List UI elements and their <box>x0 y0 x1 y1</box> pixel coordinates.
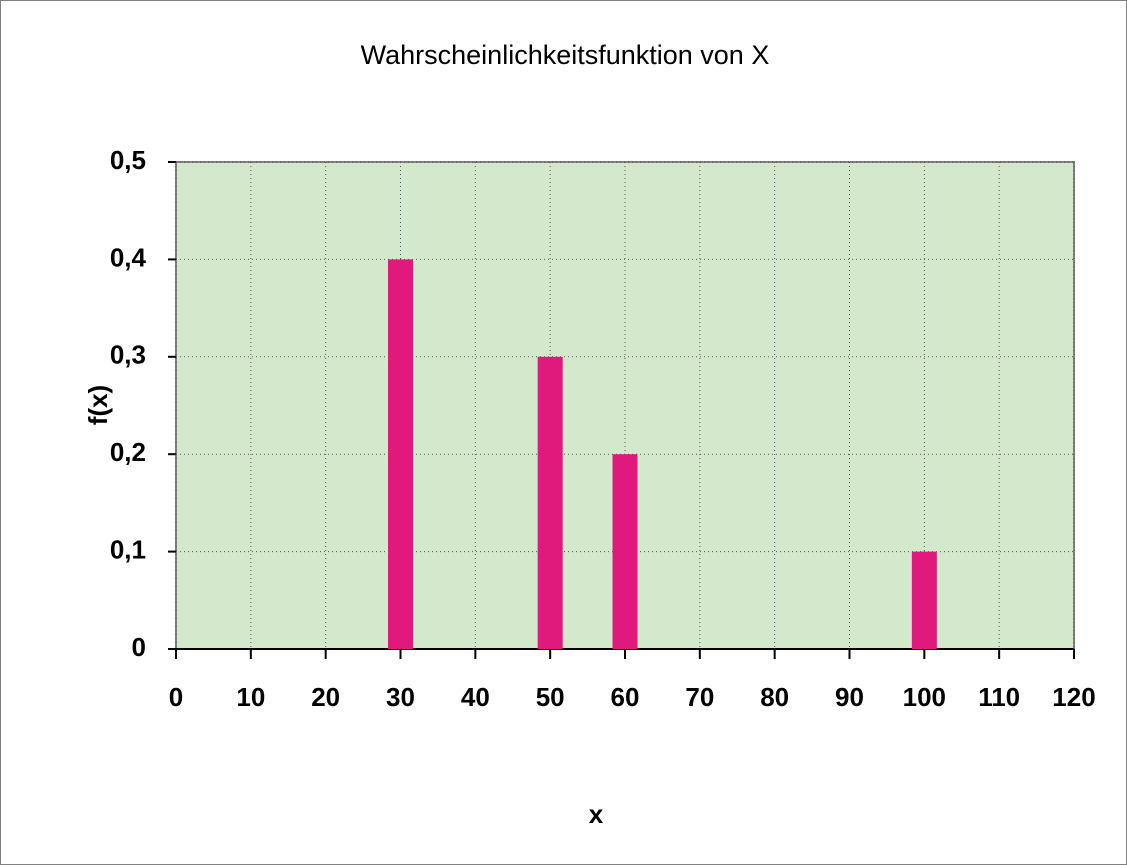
y-tick-label: 0,4 <box>110 242 147 272</box>
x-axis-label: x <box>589 799 604 829</box>
x-tick-label: 30 <box>386 682 415 712</box>
x-tick-label: 100 <box>903 682 946 712</box>
y-tick-label: 0 <box>132 632 146 662</box>
bar <box>911 551 937 649</box>
chart-title: Wahrscheinlichkeitsfunktion von X <box>361 40 770 70</box>
x-tick-label: 20 <box>311 682 340 712</box>
y-tick-label: 0,1 <box>110 534 146 564</box>
x-tick-label: 120 <box>1052 682 1095 712</box>
x-tick-label: 0 <box>169 682 183 712</box>
bar <box>612 454 638 649</box>
x-tick-label: 10 <box>236 682 265 712</box>
x-tick-label: 80 <box>760 682 789 712</box>
bar <box>537 356 563 649</box>
y-tick-label: 0,2 <box>110 437 146 467</box>
bar <box>388 259 413 649</box>
x-tick-label: 70 <box>685 682 714 712</box>
x-tick-label: 60 <box>611 682 640 712</box>
y-tick-label: 0,5 <box>110 145 146 175</box>
y-axis-label: f(x) <box>83 385 113 425</box>
x-tick-label: 50 <box>536 682 565 712</box>
x-tick-label: 90 <box>835 682 864 712</box>
y-tick-label: 0,3 <box>110 340 146 370</box>
x-tick-label: 40 <box>461 682 490 712</box>
x-tick-label: 110 <box>978 682 1020 712</box>
